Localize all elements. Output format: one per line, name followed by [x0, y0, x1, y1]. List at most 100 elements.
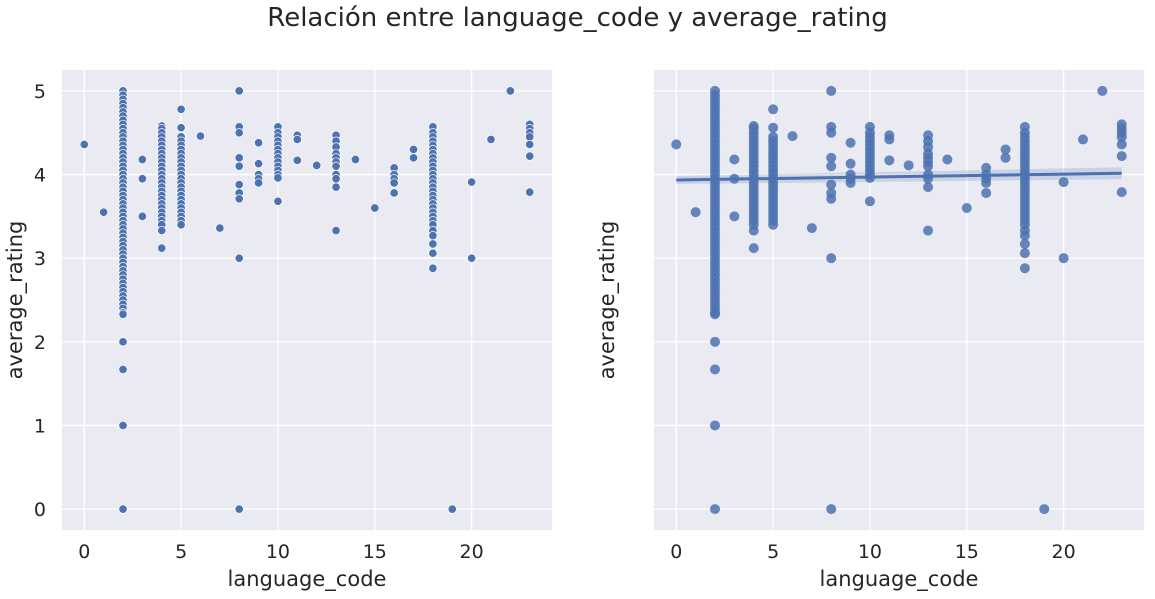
data-point — [525, 187, 535, 197]
data-point — [884, 134, 895, 145]
data-point — [505, 86, 515, 96]
data-point — [806, 223, 817, 234]
data-point — [331, 174, 341, 184]
x-tick-label: 20 — [1052, 541, 1076, 563]
data-point — [234, 153, 244, 163]
data-point — [864, 196, 875, 207]
x-tick-label: 10 — [858, 541, 882, 563]
data-point — [671, 139, 682, 150]
data-point — [1058, 253, 1069, 264]
data-point — [923, 225, 934, 236]
data-point — [215, 223, 225, 233]
data-point — [1116, 151, 1127, 162]
data-point — [467, 253, 477, 263]
data-point — [1019, 248, 1030, 259]
x-tick-label: 20 — [460, 541, 484, 563]
data-point — [408, 153, 419, 163]
data-point — [137, 154, 147, 165]
data-point — [981, 187, 992, 198]
data-point — [176, 220, 186, 230]
data-point — [157, 243, 167, 253]
data-point — [447, 504, 457, 514]
data-point — [884, 155, 895, 166]
data-point — [99, 207, 109, 217]
data-point — [234, 86, 244, 96]
data-point — [428, 231, 438, 241]
data-point — [748, 225, 759, 236]
data-point — [826, 253, 837, 264]
y-tick-label: 2 — [34, 332, 46, 354]
data-point — [370, 203, 380, 213]
data-point — [903, 160, 914, 171]
data-point — [118, 504, 128, 514]
data-point — [845, 137, 856, 148]
y-tick-label: 5 — [34, 81, 46, 103]
data-point — [1019, 238, 1030, 249]
x-tick-label: 5 — [767, 541, 779, 563]
data-point — [137, 174, 147, 184]
data-point — [1019, 263, 1030, 274]
data-point — [1058, 177, 1069, 188]
data-point — [79, 139, 89, 149]
y-tick-label: 0 — [34, 499, 46, 521]
data-point — [176, 104, 186, 114]
data-point — [1000, 144, 1011, 155]
data-point — [1077, 134, 1088, 145]
data-point — [1039, 504, 1050, 515]
data-point — [157, 226, 167, 236]
y-tick-label: 1 — [34, 415, 46, 437]
data-point — [408, 144, 419, 155]
data-point — [234, 180, 244, 190]
scatter-panel-left: 0 5 10 15 20 0 1 2 3 4 5 language_code average_ratin… — [3, 70, 552, 592]
data-point — [292, 155, 302, 165]
data-point — [118, 420, 128, 431]
data-point — [826, 85, 837, 96]
plot-area — [62, 70, 552, 530]
data-point — [118, 309, 128, 319]
data-point — [486, 134, 496, 144]
data-point — [1000, 152, 1011, 163]
x-tick-label: 0 — [670, 541, 682, 563]
data-point — [137, 211, 147, 221]
data-point — [826, 179, 837, 190]
x-tick-label: 0 — [78, 541, 90, 563]
y-tick-label: 4 — [34, 165, 46, 187]
regplot-panel-right: 0 5 10 15 20 language_code average_rating — [595, 70, 1144, 592]
data-point — [710, 364, 721, 375]
data-point — [254, 178, 264, 188]
data-point — [923, 182, 934, 193]
data-point — [826, 152, 837, 163]
data-point — [1019, 230, 1030, 241]
data-point — [690, 207, 701, 218]
data-point — [826, 127, 837, 138]
x-tick-label: 5 — [175, 541, 187, 563]
data-point — [1116, 139, 1127, 150]
data-point — [729, 211, 740, 222]
data-point — [428, 248, 438, 258]
data-point — [176, 123, 186, 133]
data-point — [273, 173, 283, 183]
x-tick-label: 15 — [955, 541, 979, 563]
data-point — [525, 132, 535, 142]
x-tick-label: 10 — [266, 541, 290, 563]
data-point — [195, 131, 206, 141]
regression-line — [676, 171, 1122, 182]
data-point — [845, 177, 856, 188]
data-point — [748, 243, 759, 254]
data-point — [1116, 131, 1127, 142]
data-point — [710, 336, 721, 347]
data-point — [350, 154, 360, 165]
y-tick-label: 3 — [34, 248, 46, 270]
data-point — [331, 161, 341, 171]
data-point — [942, 154, 953, 165]
data-point — [1116, 187, 1127, 198]
data-point — [826, 193, 837, 204]
data-point — [254, 159, 264, 169]
data-point — [826, 161, 837, 172]
data-point — [768, 219, 779, 230]
data-point — [923, 161, 934, 172]
data-point — [710, 420, 721, 431]
data-point — [389, 188, 399, 198]
data-point — [787, 131, 798, 142]
data-point — [845, 158, 856, 169]
